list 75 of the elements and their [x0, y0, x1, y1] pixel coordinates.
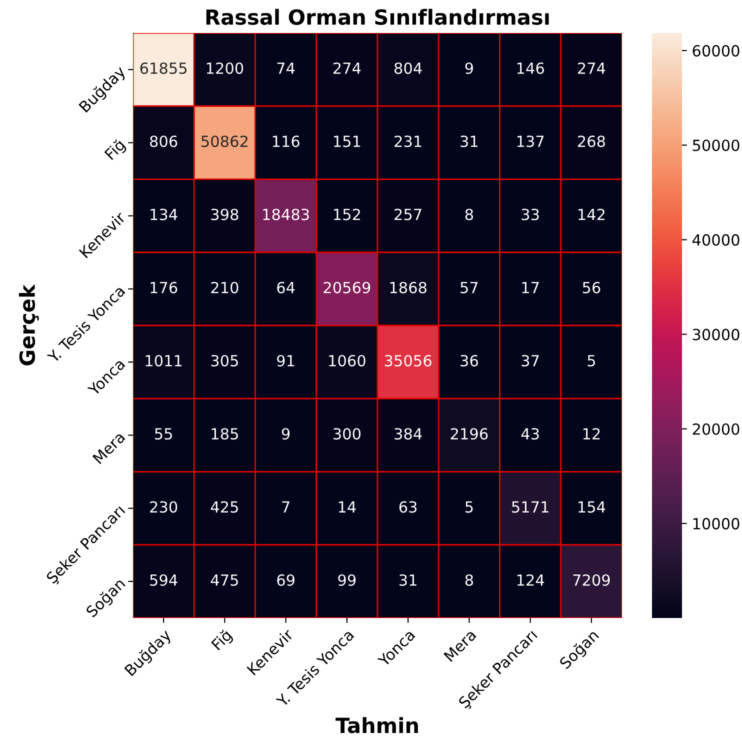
data-label: 8 — [465, 208, 473, 220]
data-label: 35056 — [384, 354, 432, 366]
data-label: 230 — [150, 501, 178, 513]
data-label: 12 — [583, 428, 600, 440]
color-bar-label: 60000 — [692, 45, 740, 57]
data-label: 137 — [517, 136, 544, 148]
data-label: 37 — [522, 354, 539, 366]
data-label: 14 — [338, 501, 356, 513]
data-label: 7 — [282, 501, 290, 513]
color-bar-label: 30000 — [692, 328, 740, 340]
data-label: 142 — [578, 208, 604, 220]
data-label: 475 — [210, 574, 238, 586]
data-label: 257 — [394, 208, 422, 220]
data-label: 17 — [522, 282, 539, 294]
data-label: 57 — [460, 282, 478, 294]
color-bar-label: 10000 — [693, 518, 740, 530]
color-bar-label: 40000 — [692, 234, 740, 246]
data-label: 55 — [155, 428, 172, 440]
data-label: 274 — [333, 62, 361, 74]
data-label: 154 — [578, 501, 606, 513]
data-label: 274 — [578, 62, 606, 74]
data-label: 69 — [277, 574, 294, 586]
data-label: 5 — [466, 501, 473, 513]
data-label: 176 — [150, 282, 178, 294]
data-label: 425 — [210, 501, 238, 513]
data-label: 9 — [282, 428, 290, 440]
data-label: 152 — [334, 208, 360, 220]
y-axis-title: Gerçek — [18, 284, 39, 366]
chart-title: Rassal Orman Sınıflandırması — [206, 8, 549, 25]
data-label: 9 — [465, 62, 473, 74]
data-label: 20569 — [324, 282, 370, 294]
data-label: 305 — [211, 354, 238, 366]
data-label: 33 — [522, 208, 539, 220]
data-label: 74 — [277, 62, 295, 74]
data-label: 63 — [399, 501, 417, 513]
data-label: 8 — [465, 574, 473, 586]
data-label: 1868 — [390, 282, 426, 294]
data-label: 7209 — [573, 574, 610, 586]
data-label: 116 — [272, 136, 300, 148]
data-label: 151 — [334, 136, 360, 148]
data-label: 99 — [338, 574, 356, 586]
data-label: 56 — [582, 282, 600, 294]
data-label: 2196 — [450, 428, 488, 440]
data-label: 594 — [150, 574, 178, 586]
data-label: 806 — [150, 136, 178, 148]
color-bar-label: 50000 — [692, 140, 740, 152]
data-label: 231 — [394, 136, 422, 148]
data-label: 300 — [334, 428, 361, 440]
data-label: 1011 — [146, 354, 182, 366]
y-tick-label: Fiğ — [104, 138, 128, 162]
data-label: 1060 — [329, 354, 366, 366]
x-axis-title: Tahmin — [336, 717, 418, 734]
data-label: 31 — [400, 574, 416, 586]
data-label: 268 — [578, 136, 605, 148]
data-label: 61855 — [140, 62, 187, 74]
data-label: 36 — [460, 354, 478, 366]
data-label: 134 — [150, 208, 178, 220]
data-label: 18483 — [263, 208, 309, 220]
data-label: 5171 — [512, 501, 548, 513]
data-label: 91 — [277, 354, 294, 366]
x-tick-label: Fiğ — [210, 628, 234, 653]
data-label: 384 — [394, 428, 422, 440]
data-label: 210 — [211, 282, 238, 294]
data-label: 50862 — [202, 136, 248, 148]
data-label: 64 — [277, 282, 295, 294]
data-label: 398 — [211, 208, 238, 220]
color-bar-label: 20000 — [692, 423, 740, 435]
data-label: 185 — [212, 428, 238, 440]
data-label: 146 — [517, 62, 544, 74]
data-label: 124 — [517, 574, 544, 586]
data-label: 1200 — [206, 62, 244, 74]
data-label: 43 — [521, 428, 539, 440]
data-label: 5 — [588, 355, 595, 366]
data-label: 31 — [460, 136, 478, 148]
data-label: 804 — [394, 62, 422, 74]
